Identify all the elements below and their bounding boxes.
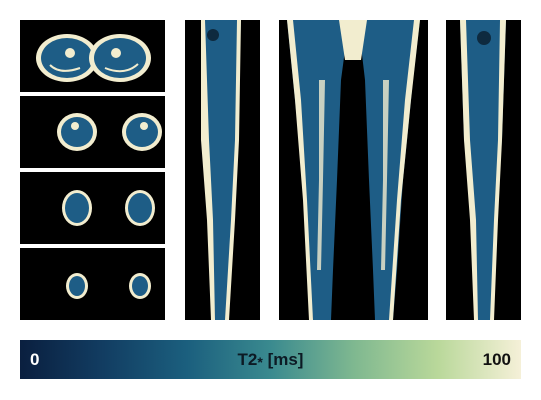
t2star-colorbar: 0 T2* [ms] 100 bbox=[20, 340, 521, 379]
sagittal-view-right bbox=[446, 20, 521, 320]
coronal-view bbox=[279, 20, 428, 320]
axial-slice-thigh bbox=[20, 20, 165, 92]
sagittal-view-left bbox=[185, 20, 260, 320]
axial-slice-calf bbox=[20, 172, 165, 244]
colorbar-title: T2* [ms] bbox=[237, 349, 304, 370]
colorbar-max-label: 100 bbox=[482, 349, 511, 369]
axial-slice-ankle bbox=[20, 248, 165, 320]
axial-slice-stack bbox=[20, 20, 165, 320]
axial-slice-lower-thigh bbox=[20, 96, 165, 168]
colorbar-min-label: 0 bbox=[30, 349, 40, 369]
